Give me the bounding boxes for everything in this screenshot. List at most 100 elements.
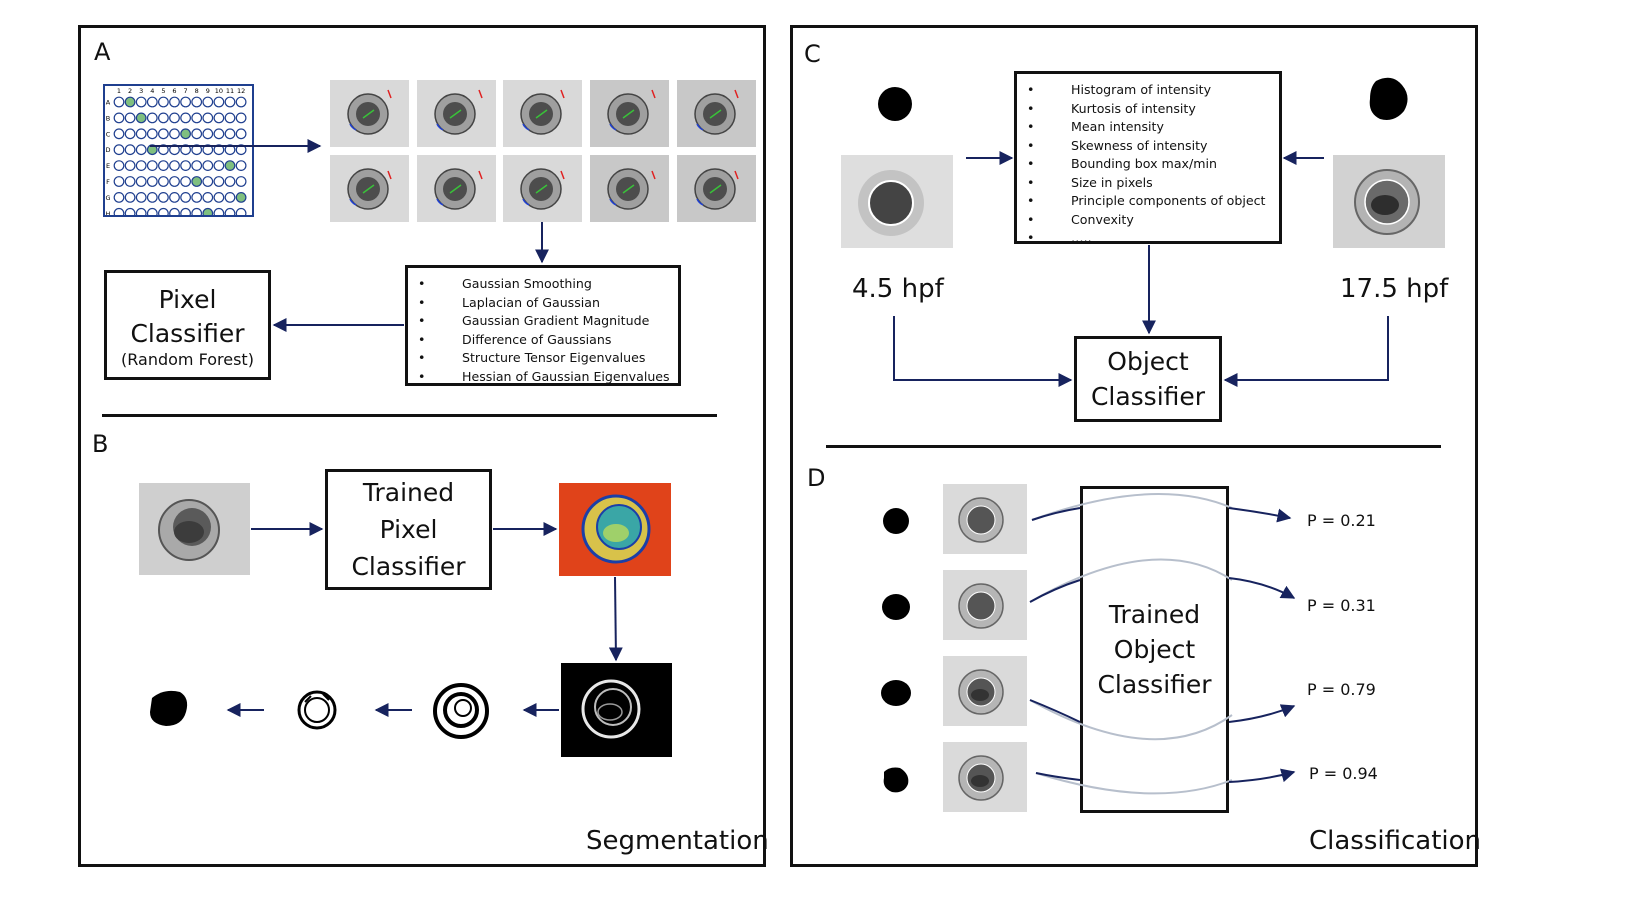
plate-well	[235, 160, 247, 171]
plate-well	[235, 191, 247, 203]
plate-well	[169, 96, 180, 108]
plate-row-label: C	[106, 130, 111, 138]
well-plate: 1 2 3 4 5 6 7 8 9 10 11 12 A B C D E F G H	[103, 84, 254, 217]
plate-well	[169, 160, 180, 171]
plate-column-label: 1	[117, 87, 121, 95]
embryo-thumbnail	[943, 742, 1027, 812]
plate-well	[191, 112, 203, 124]
plate-well	[135, 160, 147, 171]
plate-well	[180, 144, 191, 156]
plate-well	[224, 191, 236, 203]
plate-well	[180, 128, 191, 140]
feature-item: …..	[1027, 229, 1271, 248]
embryo-thumbnail	[943, 570, 1027, 640]
probability-label: P = 0.21	[1307, 511, 1376, 530]
plate-well	[213, 112, 225, 124]
plate-well	[113, 176, 125, 187]
plate-well	[202, 144, 214, 156]
plate-well	[113, 207, 125, 215]
binary-mask-image	[146, 688, 192, 730]
plate-well	[113, 96, 125, 108]
embryo-thumbnail	[417, 155, 496, 222]
plate-well	[180, 160, 191, 171]
plate-well	[158, 176, 169, 187]
plate-well	[191, 144, 203, 156]
plate-well	[124, 207, 136, 215]
plate-well	[113, 144, 125, 156]
embryo-thumbnail	[677, 80, 756, 147]
embryo-thumbnail	[943, 656, 1027, 726]
plate-well	[224, 176, 236, 187]
plate-column-label: 9	[206, 87, 210, 95]
plate-well	[180, 207, 191, 215]
pixel-feature-list: Gaussian SmoothingLaplacian of GaussianG…	[405, 265, 681, 386]
feature-item: Kurtosis of intensity	[1027, 100, 1271, 119]
plate-well	[113, 128, 125, 140]
plate-column-label: 11	[226, 87, 234, 95]
plate-row-label: H	[106, 210, 111, 215]
feature-item: Bounding box max/min	[1027, 155, 1271, 174]
embryo-thumbnail	[330, 155, 409, 222]
binary-ring-image	[430, 680, 492, 742]
edge-map-image	[561, 663, 672, 757]
plate-well	[213, 160, 225, 171]
plate-well	[158, 144, 169, 156]
plate-well	[169, 176, 180, 187]
trained-object-line2: Object	[1113, 635, 1196, 664]
label-4-5-hpf: 4.5 hpf	[852, 274, 944, 304]
feature-item: Principle components of object	[1027, 192, 1271, 211]
plate-well	[113, 160, 125, 171]
object-classifier-box: Object Classifier	[1074, 336, 1222, 422]
plate-well	[135, 176, 147, 187]
plate-well	[146, 112, 158, 124]
plate-well	[113, 112, 125, 124]
plate-well	[135, 191, 147, 203]
mask-17-5-hpf	[1366, 75, 1412, 123]
plate-well	[158, 191, 169, 203]
plate-well	[180, 112, 191, 124]
plate-column-label: 5	[161, 87, 165, 95]
feature-item: Size in pixels	[1027, 174, 1271, 193]
binary-outline-image	[295, 688, 339, 732]
plate-well	[124, 128, 136, 140]
object-mask	[880, 592, 912, 622]
plate-well	[191, 207, 203, 215]
plate-well	[202, 128, 214, 140]
plate-well	[235, 112, 247, 124]
pixel-classifier-line1: Pixel	[158, 285, 217, 314]
plate-well	[191, 128, 203, 140]
plate-well	[135, 144, 147, 156]
plate-well	[158, 96, 169, 108]
plate-well	[146, 128, 158, 140]
probability-label: P = 0.94	[1309, 764, 1378, 783]
plate-well	[124, 112, 136, 124]
plate-row-label: G	[105, 194, 110, 202]
trained-object-line1: Trained	[1108, 600, 1201, 629]
plate-well	[146, 191, 158, 203]
plate-well	[169, 144, 180, 156]
feature-item: Mean intensity	[1027, 118, 1271, 137]
plate-well	[135, 128, 147, 140]
plate-well	[146, 207, 158, 215]
plate-well	[224, 144, 236, 156]
embryo-thumbnail	[503, 80, 582, 147]
embryo-4-5-hpf-image	[841, 155, 953, 248]
plate-well	[191, 191, 203, 203]
plate-well	[213, 176, 225, 187]
input-embryo-image	[139, 483, 250, 575]
plate-well	[191, 176, 203, 187]
pixel-classifier-subtitle: (Random Forest)	[121, 350, 254, 369]
embryo-thumbnail	[677, 155, 756, 222]
object-classifier-line1: Object	[1107, 347, 1189, 376]
plate-well	[169, 128, 180, 140]
plate-well	[180, 96, 191, 108]
plate-well	[158, 112, 169, 124]
plate-row-label: F	[106, 178, 110, 186]
plate-well	[224, 112, 236, 124]
plate-well	[124, 160, 136, 171]
embryo-thumbnail	[590, 155, 669, 222]
plate-well	[180, 176, 191, 187]
plate-well	[224, 96, 236, 108]
plate-well	[135, 207, 147, 215]
plate-column-label: 4	[150, 87, 154, 95]
